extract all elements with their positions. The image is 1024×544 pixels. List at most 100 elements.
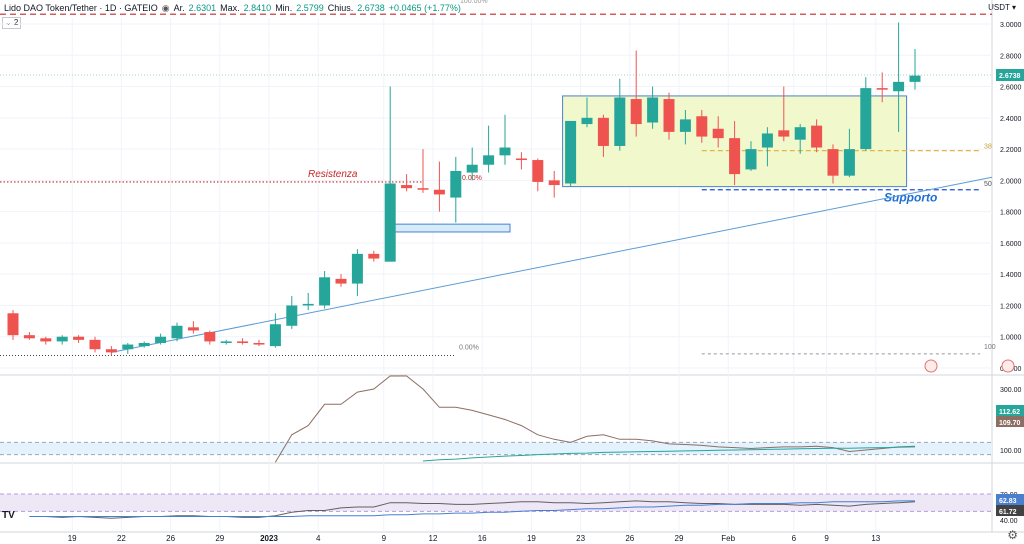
open-value: 2.6301 [188, 3, 217, 13]
candle-bullish [319, 277, 331, 306]
candle-bullish [761, 133, 773, 148]
x-tick-label: 16 [478, 534, 487, 543]
y-tick-label: 3.0000 [1000, 22, 1022, 29]
y-tick-label: 2.6000 [1000, 85, 1022, 92]
x-tick-label: 19 [527, 534, 536, 543]
candle-bearish [696, 116, 708, 137]
candle-bearish [73, 336, 85, 340]
y-tick-label: 1.6000 [1000, 241, 1022, 248]
candle-bullish [499, 147, 511, 156]
indicator-line [422, 446, 916, 462]
fib-right-label: 100 [984, 344, 996, 351]
x-tick-label: 26 [166, 534, 175, 543]
x-tick-label: 9 [824, 534, 829, 543]
x-tick-label: 13 [871, 534, 880, 543]
candle-bullish [860, 88, 872, 150]
quote-currency-select[interactable]: USDT ▾ [988, 3, 1016, 12]
x-tick-label: 23 [576, 534, 585, 543]
candle-bearish [368, 253, 380, 259]
eye-icon[interactable]: ◉ [161, 2, 170, 13]
x-tick-label: 6 [792, 534, 797, 543]
y-tick-label: 1.0000 [1000, 335, 1022, 342]
candle-bullish [565, 120, 577, 184]
y-tick-label: 1.2000 [1000, 303, 1022, 310]
y-tick-label: 2.2000 [1000, 147, 1022, 154]
candle-bullish [581, 117, 593, 125]
candle-bearish [811, 125, 823, 148]
chart-header: Lido DAO Token/Tether · 1D · GATEIO ◉ Ar… [0, 0, 560, 16]
fib-38-label: 38 [984, 144, 992, 151]
y-tick-label: 300.00 [1000, 387, 1022, 394]
tradingview-logo-icon[interactable]: TV [2, 510, 15, 521]
candle-bullish [679, 119, 691, 132]
x-tick-label: 4 [316, 534, 321, 543]
candle-bearish [23, 335, 35, 339]
indicator-value-badge [996, 494, 1024, 505]
candle-bullish [351, 253, 363, 284]
last-price-value: 2.6738 [999, 73, 1021, 80]
candle-bullish [302, 303, 314, 306]
indicator-value: 62.83 [999, 498, 1017, 505]
candle-bearish [433, 189, 445, 195]
rsi-band-fill [0, 442, 992, 455]
y-tick-label: 2.8000 [1000, 53, 1022, 60]
resistance-label: Resistenza [308, 169, 358, 180]
indicator-value-badge [996, 405, 1024, 416]
candle-bullish [138, 342, 150, 347]
x-tick-label: Feb [721, 534, 735, 543]
candle-bullish [171, 325, 183, 339]
candle-bearish [187, 327, 199, 331]
candle-bullish [647, 97, 659, 123]
candle-bearish [827, 149, 839, 176]
candle-bullish [745, 149, 757, 170]
candle-bullish [893, 81, 905, 92]
indicator-value: 109.70 [999, 420, 1021, 427]
candle-bullish [155, 336, 167, 343]
candle-bearish [630, 99, 642, 125]
symbol-title: Lido DAO Token/Tether · 1D · GATEIO [4, 3, 158, 13]
x-tick-label: 29 [675, 534, 684, 543]
indicator-value-badge [996, 505, 1024, 516]
change-value: +0.0465 (+1.77%) [388, 3, 461, 13]
candle-bearish [204, 332, 216, 342]
candle-bearish [7, 313, 19, 336]
fib-50-label: 50 [984, 181, 992, 188]
gear-icon[interactable]: ⚙ [1007, 528, 1018, 542]
x-tick-label: 2023 [260, 534, 278, 543]
candle-bearish [89, 339, 101, 350]
candle-bullish [269, 324, 281, 347]
candle-bullish [614, 97, 626, 146]
indicator-value: 112.62 [999, 409, 1020, 416]
candle-bullish [220, 341, 232, 343]
low-value: 2.5799 [296, 3, 324, 13]
high-label: Max. [220, 3, 240, 13]
candle-bearish [663, 99, 675, 132]
indicator-value-badge [996, 416, 1024, 427]
fib-top-label: 100.00% [460, 0, 488, 5]
candle-bullish [450, 170, 462, 198]
x-tick-label: 22 [117, 534, 126, 543]
x-tick-label: 19 [68, 534, 77, 543]
indicator-toggle[interactable]: ⌄ 2 [2, 17, 22, 29]
close-value: 2.6738 [357, 3, 385, 13]
low-label: Min. [275, 3, 293, 13]
open-label: Ar. [173, 3, 185, 13]
y-tick-label: 40.00 [1000, 518, 1018, 525]
candle-bullish [794, 127, 806, 140]
candle-bearish [40, 338, 52, 342]
candle-bearish [237, 341, 249, 343]
candle-bearish [729, 138, 741, 175]
fib-bottom-label: 0.00% [459, 344, 479, 351]
indicator-line [29, 500, 915, 517]
indicator-value: 61.72 [999, 509, 1017, 516]
flag-icon [924, 359, 938, 373]
candle-bearish [335, 278, 347, 284]
y-tick-label: 1.4000 [1000, 272, 1022, 279]
candle-bearish [253, 342, 265, 345]
candle-bearish [401, 185, 413, 189]
candle-bearish [532, 160, 544, 182]
x-tick-label: 29 [215, 534, 224, 543]
support-trendline [111, 176, 993, 353]
